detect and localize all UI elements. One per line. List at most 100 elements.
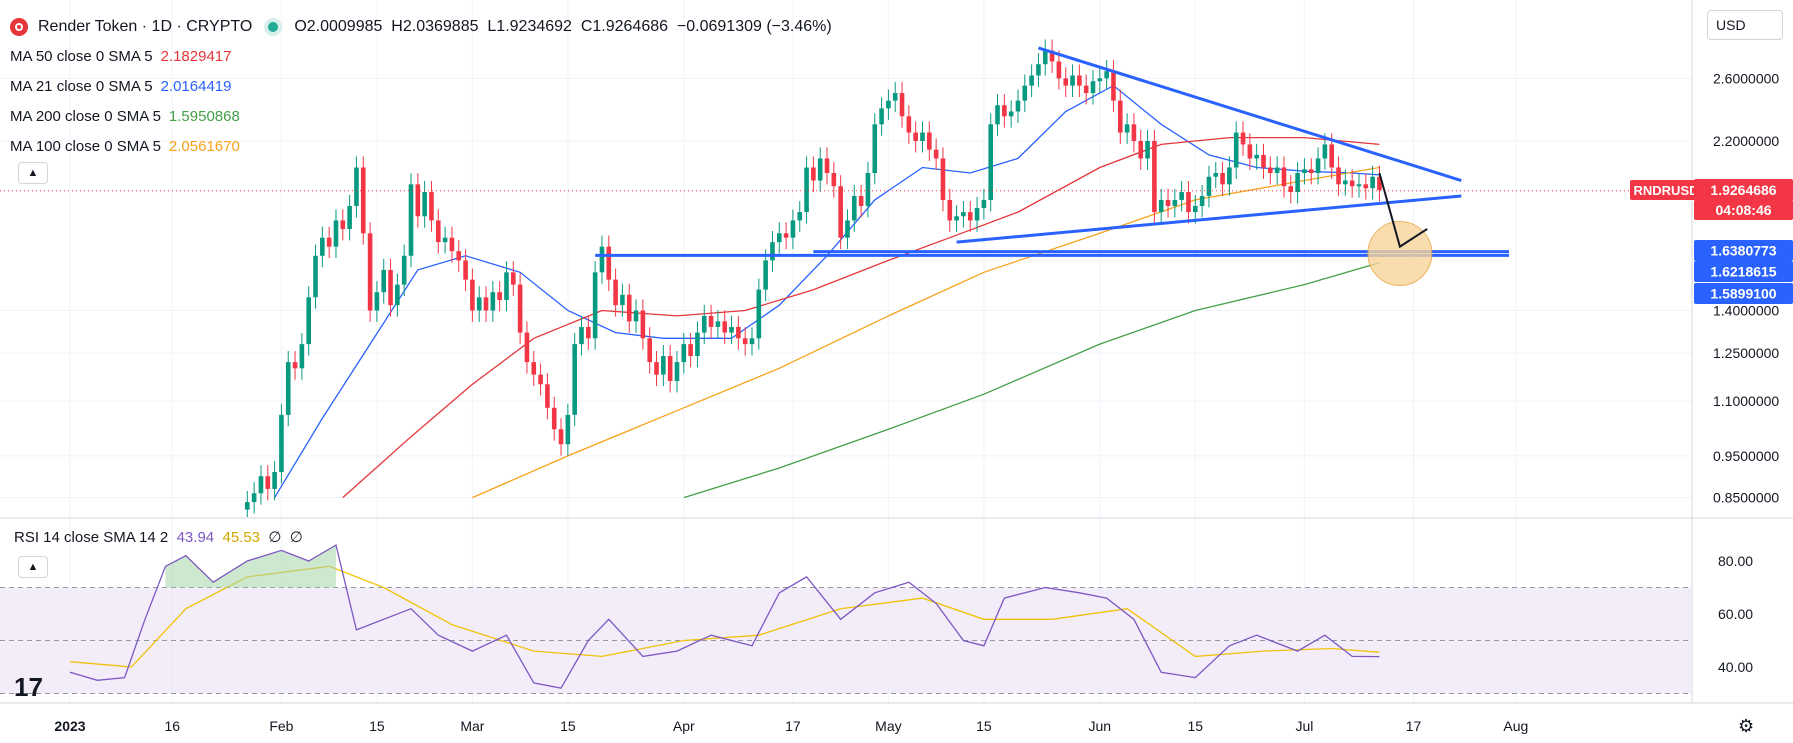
candle-body [265, 476, 271, 489]
price-tick-label: 1.2500000 [1713, 345, 1779, 361]
candle-body [654, 362, 659, 375]
candle-body [947, 199, 953, 221]
level3-badge: 1.5899100 [1710, 286, 1776, 302]
gear-icon[interactable]: ⚙ [1738, 716, 1755, 736]
candle-body [667, 356, 673, 382]
candle-body [1070, 75, 1075, 86]
candle-body [940, 158, 946, 200]
candle-body [695, 332, 700, 357]
candle-body [1343, 180, 1348, 185]
candle-body [776, 233, 782, 243]
candle-body [531, 362, 537, 375]
collapse-legend-button[interactable]: ▲ [18, 162, 48, 184]
candle-body [1131, 124, 1137, 141]
candle-body [626, 294, 632, 322]
candle-body [470, 279, 475, 311]
candle-body [354, 167, 359, 206]
symbol-badge: RNDRUSD [1634, 183, 1699, 198]
candle-body [313, 255, 318, 298]
candle-body [1117, 100, 1123, 133]
candle-body [497, 292, 502, 300]
candle-body [831, 173, 837, 187]
candle-body [1233, 132, 1239, 168]
candle-body [749, 338, 755, 345]
candle-body [333, 220, 339, 247]
time-tick-label: Feb [269, 718, 293, 734]
candle-body [599, 246, 605, 273]
time-tick-label: 15 [1188, 718, 1204, 734]
projection-arrow [1378, 172, 1428, 249]
candle-body [1152, 141, 1157, 213]
ma-legend-row: MA 100 close 0 SMA 5 2.0561670 [10, 132, 832, 162]
price-tick-label: 0.9500000 [1713, 448, 1779, 464]
candle-body [1268, 167, 1273, 174]
candle-body [401, 255, 407, 285]
candle-body [763, 260, 768, 290]
symbol-header: Render Token · 1D · CRYPTO O2.0009985 H2… [10, 12, 832, 42]
candle-body [708, 315, 714, 327]
candle-body [538, 374, 543, 385]
ma-legend-label: MA 100 close 0 SMA 5 [10, 138, 161, 155]
candle-body [824, 158, 830, 174]
candle-body [981, 199, 987, 209]
candle-body [1042, 50, 1048, 65]
candle-body [558, 429, 564, 445]
candle-body [661, 356, 666, 375]
candle-body [674, 362, 680, 382]
candle-body [1056, 61, 1062, 79]
candle-body [456, 251, 462, 261]
candle-body [1220, 173, 1225, 185]
candle-body [279, 414, 284, 473]
candle-body [1199, 195, 1205, 206]
candle-body [1213, 173, 1219, 177]
countdown-badge-bg [1694, 200, 1793, 220]
symbol-badge-bg [1630, 180, 1702, 200]
candle-body [572, 344, 577, 415]
candle-body [586, 326, 591, 339]
candle-body [1295, 173, 1300, 193]
candle-body [858, 195, 864, 206]
grid [0, 0, 1692, 703]
candle-body [517, 284, 523, 333]
collapse-rsi-button[interactable]: ▲ [18, 556, 48, 578]
candle-body [381, 269, 387, 293]
candle-body [722, 321, 728, 333]
price-tick-label: 1.4000000 [1713, 303, 1779, 319]
ma-legend-value: 2.0164419 [160, 78, 232, 95]
rsi-label: RSI 14 close SMA 14 2 [14, 529, 169, 546]
candle-body [1227, 167, 1232, 185]
candle-body [1281, 167, 1287, 187]
time-tick-label: Jul [1295, 718, 1313, 734]
candle-body [838, 186, 843, 238]
ma-legend-row: MA 21 close 0 SMA 5 2.0164419 [10, 72, 832, 102]
candle-body [1090, 81, 1096, 94]
ma-legend-value: 2.1829417 [160, 48, 232, 65]
candle-body [326, 237, 332, 247]
currency-selector[interactable]: USD [1707, 10, 1783, 40]
candle-body [1179, 192, 1184, 200]
price-tick-label: 1.1000000 [1713, 393, 1779, 409]
candle-body [613, 279, 618, 306]
candle-body [688, 344, 693, 357]
candle-body [817, 158, 823, 181]
candle-body [1002, 105, 1007, 117]
candle-body [545, 384, 550, 408]
candle-body [797, 212, 803, 221]
candle-body [340, 220, 346, 229]
ma-legend-label: MA 50 close 0 SMA 5 [10, 48, 153, 65]
candle-body [865, 173, 871, 206]
level3-badge-bg [1694, 283, 1793, 304]
candle-body [292, 362, 298, 369]
ma-line [342, 136, 1380, 499]
ma-legend-label: MA 200 close 0 SMA 5 [10, 108, 161, 125]
candle-body [367, 233, 373, 311]
candle-body [1145, 141, 1150, 159]
price-tick-label: 2.2000000 [1713, 133, 1779, 149]
candle-body [245, 502, 250, 510]
candle-body [620, 294, 625, 306]
price-axis: 2.6000000 2.2000000 1.4000000 1.2500000 1.10… [54, 70, 1779, 734]
candle-body [504, 272, 509, 300]
rsi-legend: RSI 14 close SMA 14 2 43.94 45.53 ∅ ∅ [14, 528, 303, 546]
candle-body [647, 338, 652, 363]
